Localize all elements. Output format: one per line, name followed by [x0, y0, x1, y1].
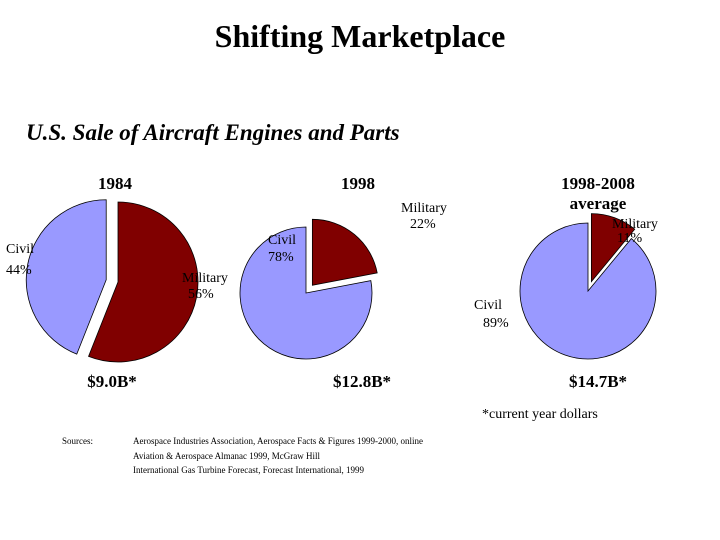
- slice-value-label: 78%: [268, 250, 294, 265]
- pie-slice: [519, 222, 657, 360]
- pie-total: $14.7B*: [568, 372, 628, 391]
- slice-value-label: 11%: [617, 231, 643, 246]
- pie-title: 1984: [98, 174, 132, 193]
- subtitle: U.S. Sale of Aircraft Engines and Parts: [26, 120, 400, 145]
- pie-total: $9.0B*: [87, 372, 137, 391]
- slice-category: Military: [612, 217, 658, 232]
- pie-slice: [25, 199, 107, 355]
- slide-title: Shifting Marketplace: [214, 18, 506, 54]
- pie-slice: [590, 213, 636, 283]
- sources-label: Sources:: [62, 436, 93, 446]
- pie-title: 1998: [341, 174, 375, 193]
- source-line: Aerospace Industries Association, Aerosp…: [133, 436, 423, 446]
- source-line: Aviation & Aerospace Almanac 1999, McGra…: [133, 450, 321, 461]
- footnote: *current year dollars: [482, 407, 598, 422]
- pie-slice: [88, 201, 199, 363]
- slice-value-label: 22%: [410, 217, 436, 232]
- slice-value-label: 89%: [483, 316, 509, 331]
- pie-title: 1998-2008 average: [561, 174, 635, 213]
- slice-category: Military: [182, 271, 228, 286]
- pie-total: $12.8B*: [332, 372, 392, 391]
- source-line: International Gas Turbine Forecast, Fore…: [133, 465, 364, 475]
- slice-category: Military: [401, 201, 447, 216]
- slice-category: Civil: [474, 298, 503, 313]
- pie-slice: [311, 218, 378, 286]
- pie-slice: [239, 226, 373, 360]
- slice-category: Civil: [6, 242, 35, 257]
- slice-value-label: 44%: [6, 263, 32, 278]
- slice-value-label: 56%: [188, 287, 214, 302]
- slice-category: Civil: [268, 233, 297, 248]
